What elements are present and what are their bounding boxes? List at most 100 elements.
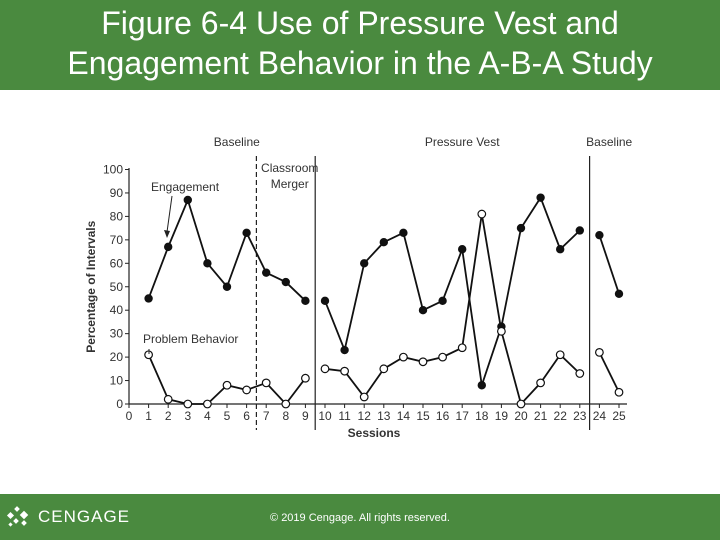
problem-behavior-point [163, 394, 173, 404]
problem-behavior-point [457, 343, 467, 353]
title-bar: Figure 6-4 Use of Pressure Vest and Enga… [0, 0, 720, 90]
problem-behavior-point [595, 348, 604, 357]
engagement-point [262, 268, 271, 277]
phase-label: Classroom [261, 161, 318, 175]
x-tick-label: 25 [612, 409, 626, 423]
y-tick-label: 50 [110, 280, 124, 294]
x-tick-label: 22 [554, 409, 568, 423]
x-tick-label: 9 [302, 409, 309, 423]
engagement-point [301, 296, 310, 306]
x-tick-label: 21 [534, 409, 548, 423]
engagement-point [556, 245, 565, 254]
footer-bar: CENGAGE © 2019 Cengage. All rights reser… [0, 494, 720, 540]
y-tick-label: 40 [110, 303, 124, 317]
problem-behavior-point [555, 350, 565, 360]
engagement-point [242, 228, 251, 238]
slide-title-line-2: Engagement Behavior in the A-B-A Study [67, 45, 653, 81]
problem-behavior-line [147, 354, 307, 406]
problem-behavior-point [320, 364, 330, 374]
problem-behavior-point [379, 364, 389, 374]
problem-behavior-point [261, 378, 271, 388]
x-tick-label: 0 [126, 409, 133, 423]
problem-behavior-point [614, 387, 624, 397]
problem-behavior-point [438, 352, 448, 362]
x-tick-label: 8 [282, 409, 289, 423]
engagement-point [320, 296, 330, 306]
x-tick-label: 18 [475, 409, 489, 423]
engagement-point [418, 306, 428, 315]
engagement-point [360, 259, 369, 268]
x-tick-label: 16 [436, 409, 450, 423]
engagement-point [281, 277, 290, 287]
problem-behavior-point [536, 378, 545, 388]
x-tick-label: 12 [358, 409, 372, 423]
engagement-point [575, 226, 585, 235]
engagement-annotation-arrowhead [164, 230, 170, 238]
problem-behavior-point [301, 373, 310, 383]
copyright-notice: © 2019 Cengage. All rights reserved. [270, 512, 450, 524]
engagement-point [516, 223, 526, 233]
y-tick-label: 100 [103, 163, 123, 177]
engagement-point [163, 242, 173, 252]
problem-behavior-point [497, 326, 506, 336]
engagement-point [183, 195, 192, 205]
x-tick-label: 24 [593, 409, 607, 423]
y-tick-label: 0 [116, 397, 123, 411]
x-tick-label: 15 [416, 409, 430, 423]
x-tick-label: 14 [397, 409, 411, 423]
problem-behavior-line [598, 352, 620, 393]
y-tick-label: 30 [110, 327, 124, 341]
problem-behavior-point [399, 352, 408, 362]
engagement-point [203, 259, 212, 268]
problem-behavior-line [324, 213, 581, 406]
engagement-point [458, 245, 467, 254]
problem-behavior-point [183, 399, 193, 409]
x-tick-label: 1 [145, 409, 152, 423]
slide-title-line-1: Figure 6-4 Use of Pressure Vest and [101, 5, 619, 41]
engagement-point [614, 289, 624, 298]
x-tick-label: 13 [377, 409, 391, 423]
phase-label: Baseline [586, 135, 632, 149]
problem-behavior-point [418, 357, 428, 367]
engagement-point [438, 296, 447, 306]
x-tick-label: 7 [263, 409, 270, 423]
problem-behavior-point [477, 209, 487, 219]
engagement-line [324, 195, 581, 386]
y-axis-label: Percentage of Intervals [84, 220, 98, 352]
phase-label: Merger [271, 177, 309, 191]
y-tick-label: 70 [110, 233, 124, 247]
problem-behavior-point [359, 392, 369, 402]
cengage-logo: CENGAGE [6, 504, 130, 530]
engagement-line [598, 234, 620, 295]
x-tick-label: 6 [243, 409, 250, 423]
logo-text: CENGAGE [38, 507, 131, 526]
x-axis-label: Sessions [348, 426, 401, 440]
engagement-point [144, 294, 153, 303]
engagement-point [379, 237, 388, 247]
engagement-annotation: Engagement [151, 180, 220, 194]
phase-label: Pressure Vest [425, 135, 500, 149]
y-tick-label: 90 [110, 186, 124, 200]
y-tick-label: 60 [110, 256, 124, 270]
problem-behavior-point [516, 399, 526, 409]
problem-behavior-point [281, 399, 291, 409]
problem-behavior-point [222, 380, 232, 390]
problem-behavior-point [202, 399, 212, 409]
problem-behavior-point [575, 369, 585, 378]
problem-behavior-annotation: Problem Behavior [143, 332, 238, 346]
x-tick-label: 20 [514, 409, 528, 423]
engagement-annotation-arrow [166, 195, 173, 233]
x-tick-label: 3 [184, 409, 191, 423]
phase-label: Baseline [214, 135, 260, 149]
y-tick-label: 10 [110, 374, 124, 388]
y-tick-label: 80 [110, 209, 124, 223]
engagement-point [595, 230, 604, 240]
engagement-point [477, 381, 486, 390]
problem-behavior-point [242, 385, 252, 395]
y-tick-label: 20 [110, 350, 124, 364]
x-tick-label: 17 [456, 409, 470, 423]
engagement-point [536, 193, 545, 202]
engagement-point [399, 228, 408, 238]
x-tick-label: 19 [495, 409, 509, 423]
